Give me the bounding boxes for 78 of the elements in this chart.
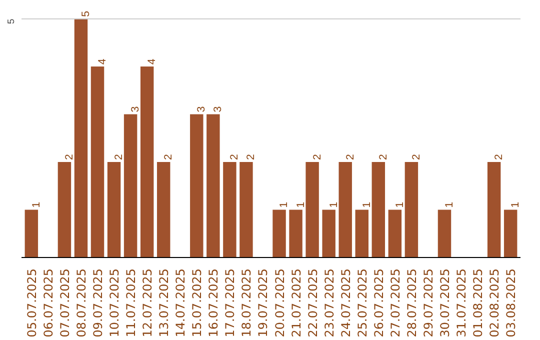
x-tick-label: 07.07.2025 (58, 268, 72, 338)
x-tick-label: 10.07.2025 (108, 268, 122, 338)
bar (404, 162, 418, 258)
x-tick-label: 20.07.2025 (272, 268, 287, 338)
x-tick-label: 14.07.2025 (174, 268, 188, 338)
x-tick-label: 02.08.2025 (488, 268, 502, 338)
data-label: 5 (80, 10, 92, 17)
x-tick-label: 16.07.2025 (206, 268, 221, 338)
data-label: 2 (162, 154, 175, 160)
bar (487, 162, 501, 258)
x-tick-label: 19.07.2025 (256, 268, 270, 338)
data-label: 1 (278, 202, 290, 208)
data-label: 2 (245, 154, 258, 160)
data-label: 2 (228, 154, 241, 160)
x-tick-label: 06.07.2025 (41, 268, 56, 338)
bar (289, 210, 302, 258)
x-tick-label: 28.07.2025 (404, 268, 419, 338)
x-tick-label: 05.07.2025 (24, 268, 39, 338)
x-tick-label: 22.07.2025 (306, 268, 320, 338)
bar (240, 162, 253, 258)
data-label: 1 (294, 202, 307, 208)
bar (306, 162, 319, 258)
x-tick-label: 26.07.2025 (372, 268, 386, 338)
bar (140, 66, 154, 258)
x-tick-label: 29.07.2025 (421, 268, 436, 338)
bar (206, 114, 220, 258)
x-tick-label: 12.07.2025 (140, 268, 155, 338)
x-tick-label: 08.07.2025 (74, 268, 88, 338)
data-label: 1 (328, 202, 340, 208)
bar (504, 210, 518, 258)
bar (223, 162, 236, 258)
data-label: 1 (443, 202, 456, 208)
data-label: 4 (146, 58, 158, 65)
x-tick-label: 15.07.2025 (190, 268, 204, 338)
bar (272, 210, 286, 258)
x-tick-label: 17.07.2025 (223, 268, 238, 338)
data-label: 2 (311, 154, 324, 160)
x-tick-label: 11.07.2025 (124, 268, 138, 338)
data-label: 2 (410, 154, 422, 160)
data-label: 4 (96, 58, 109, 65)
bar (388, 210, 402, 258)
data-label: 3 (130, 106, 142, 112)
bar (58, 162, 72, 258)
data-label: 1 (30, 202, 42, 208)
data-label: 3 (196, 106, 208, 112)
x-tick-label: 24.07.2025 (338, 268, 353, 338)
bar (322, 210, 336, 258)
data-label: 2 (113, 154, 126, 160)
bar (90, 66, 104, 258)
bar (438, 210, 452, 258)
data-label: 2 (344, 154, 356, 160)
x-tick-label: 30.07.2025 (438, 268, 452, 338)
x-tick-label: 21.07.2025 (289, 268, 304, 338)
data-label: 1 (394, 202, 406, 208)
bar (74, 18, 88, 258)
bar (107, 162, 121, 258)
data-label: 3 (212, 106, 224, 112)
bar (156, 162, 170, 258)
bar (338, 162, 352, 258)
x-tick-label: 31.07.2025 (454, 268, 469, 338)
data-label: 2 (63, 154, 76, 160)
x-tick-label: 23.07.2025 (322, 268, 336, 338)
x-tick-label: 03.08.2025 (504, 268, 518, 338)
bar (124, 114, 138, 258)
x-tick-label: 18.07.2025 (240, 268, 254, 338)
bar (372, 162, 386, 258)
bar (190, 114, 204, 258)
data-label: 1 (360, 202, 373, 208)
x-tick-label: 01.08.2025 (471, 268, 486, 338)
x-tick-label: 13.07.2025 (157, 268, 172, 338)
bar (355, 210, 368, 258)
x-tick-label: 25.07.2025 (355, 268, 370, 338)
x-tick-label: 09.07.2025 (91, 268, 106, 338)
bar (24, 210, 38, 258)
x-tick-label: 27.07.2025 (388, 268, 402, 338)
data-label: 2 (493, 154, 506, 160)
data-label: 2 (377, 154, 390, 160)
data-label: 1 (510, 202, 522, 208)
